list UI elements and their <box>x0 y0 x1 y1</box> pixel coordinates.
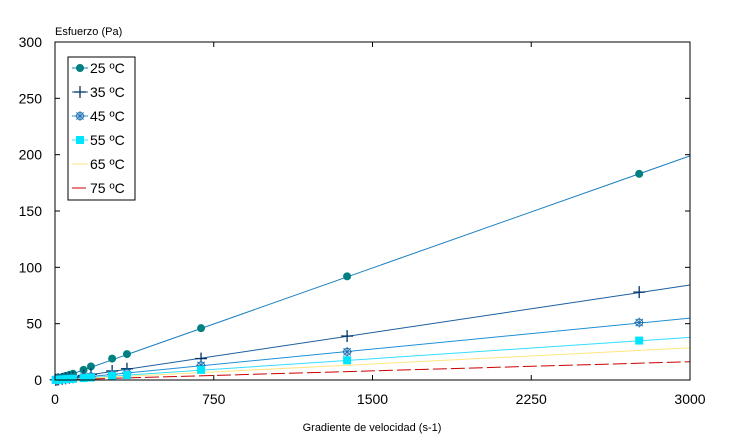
fit-line <box>54 155 691 381</box>
x-tick-label: 3000 <box>674 391 705 407</box>
y-tick-label: 250 <box>19 90 43 106</box>
data-point-s2 <box>633 286 646 299</box>
y-tick-label: 50 <box>26 316 42 332</box>
fit-lines-group <box>54 155 691 381</box>
x-tick-label: 1500 <box>357 391 388 407</box>
data-point-s1 <box>122 350 131 359</box>
y-tick-label: 300 <box>19 34 43 50</box>
data-point-s1 <box>197 324 206 333</box>
data-point-s4 <box>86 373 95 382</box>
data-point-s4 <box>343 356 352 365</box>
legend-box <box>67 56 136 201</box>
fit-line <box>54 347 691 381</box>
legend-label: 45 ºC <box>90 108 125 124</box>
legend-marker <box>74 86 86 98</box>
data-point-s4 <box>635 336 644 345</box>
fit-line <box>54 336 691 381</box>
legend-marker <box>76 136 84 144</box>
legend-label: 35 ºC <box>90 84 125 100</box>
legend-label: 55 ºC <box>90 132 125 148</box>
x-tick-label: 2250 <box>516 391 547 407</box>
data-point-s3-ray <box>343 347 352 356</box>
y-tick-label: 150 <box>19 203 43 219</box>
markers-group <box>49 169 646 386</box>
x-axis-title: Gradiente de velocidad (s-1) <box>303 422 442 434</box>
data-point-s1 <box>86 362 95 371</box>
y-tick-label: 0 <box>34 372 42 388</box>
x-tick-label: 0 <box>51 391 59 407</box>
data-point-s4 <box>122 371 131 380</box>
y-tick-label: 100 <box>19 259 43 275</box>
data-point-s3 <box>634 317 645 328</box>
legend-marker <box>76 64 84 72</box>
data-point-s2 <box>341 330 354 343</box>
data-point-s1 <box>343 272 352 281</box>
legend-label: 65 ºC <box>90 156 125 172</box>
data-point-s4 <box>108 372 117 381</box>
x-tick-label: 750 <box>202 391 226 407</box>
data-point-s3 <box>342 346 353 357</box>
data-point-s4 <box>79 374 88 383</box>
legend-marker <box>75 111 85 121</box>
fit-line <box>54 317 691 381</box>
legend-marker-ray <box>76 112 84 120</box>
legend: 25 ºC 35 ºC 45 ºC 55 ºC 65 ºC 75 ºC <box>67 56 136 201</box>
legend-label: 75 ºC <box>90 180 125 196</box>
fit-line <box>54 361 691 381</box>
y-axis-title: Esfuerzo (Pa) <box>55 26 122 38</box>
fit-line <box>54 284 691 381</box>
legend-label: 25 ºC <box>90 60 125 76</box>
data-point-s1 <box>635 169 644 178</box>
data-point-s1 <box>108 354 117 363</box>
data-point-s3-ray <box>635 318 644 327</box>
data-point-s4 <box>197 365 206 374</box>
y-tick-label: 200 <box>19 147 43 163</box>
data-point-s4 <box>68 374 77 383</box>
plot-frame <box>54 41 691 381</box>
